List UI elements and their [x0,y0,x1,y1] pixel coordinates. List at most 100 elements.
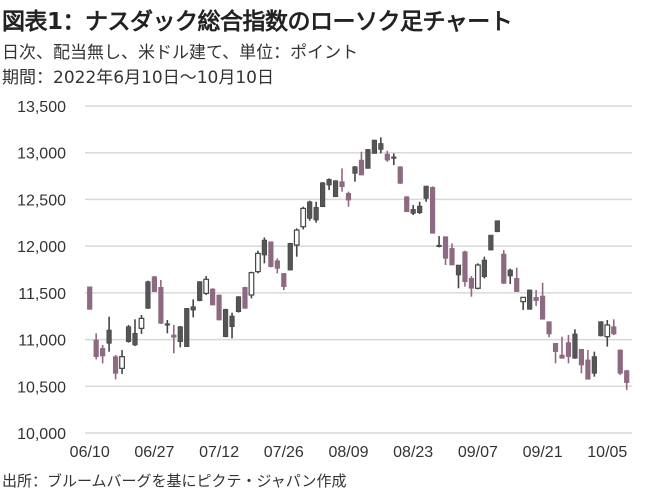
candle-body [423,185,429,199]
candle-body [229,315,235,327]
candle-body [591,356,597,374]
candle-body [520,296,527,303]
candle-body [158,287,164,324]
candle-body [462,251,468,283]
candle-body [617,349,623,374]
y-tick-label: 10,000 [17,426,66,443]
candle-body [404,196,410,213]
x-tick-label: 06/27 [134,444,174,461]
candle-body [417,205,423,213]
candle-body [300,207,307,228]
y-tick-label: 10,500 [17,379,66,396]
candle-body [326,179,332,186]
candle-body [624,370,630,383]
candle-body [598,321,604,337]
candle-body [242,287,248,309]
candle-body [93,339,99,357]
candle-body [203,278,210,294]
candle-body [132,333,138,346]
candle-body [585,359,591,380]
y-tick-label: 13,500 [17,99,66,116]
candle-body [197,281,203,302]
candle-body [527,289,533,310]
candle-body [216,294,222,321]
candle-body [481,259,487,277]
x-tick-label: 08/09 [328,444,368,461]
candle-body [604,324,611,338]
candle-body [455,264,462,276]
chart-subtitle: 日次、配当無し、米ドル建て、単位：ポイント [2,43,359,63]
x-tick-label: 06/10 [70,444,110,461]
candle-body [190,306,196,311]
candle-body [474,264,481,289]
candle-body [494,220,500,233]
candle-body [177,326,183,342]
candle-body [365,149,371,169]
candle-body [384,153,390,161]
candle-body [125,326,132,342]
y-tick-label: 12,000 [17,239,66,256]
candle-body [164,323,170,326]
x-tick-label: 10/05 [587,444,627,461]
candle-body [100,348,106,357]
candle-body [151,276,157,292]
x-tick-label: 07/12 [199,444,239,461]
candle-body [222,309,229,337]
candle-body [255,252,261,273]
candle-body [430,187,436,234]
candle-body [552,343,559,352]
candle-body [332,180,339,198]
x-tick-label: 08/23 [393,444,433,461]
candle-body [397,166,403,184]
candle-body [533,297,539,301]
candle-body [184,308,190,347]
candle-body [358,159,365,176]
candle-body [248,272,255,296]
candle-body [565,342,572,357]
candle-body [119,356,125,369]
candle-body [410,209,416,214]
candle-body [261,239,267,256]
candle-body [210,288,216,306]
candle-body [488,234,494,251]
candle-body [436,244,442,248]
candle-body [501,253,507,284]
candle-body [539,295,546,320]
x-tick-label: 07/26 [264,444,304,461]
y-tick-label: 11,500 [18,286,66,303]
candle-body [449,248,455,266]
source-note: 出所：ブルームバーグを基にピクテ・ジャパン作成 [2,472,347,490]
candle-body [112,356,119,374]
candle-body [378,143,384,150]
candle-body [559,354,565,359]
y-tick-label: 13,000 [17,146,66,163]
candle-body [507,269,513,277]
candle-body [293,229,300,246]
candle-body [268,241,274,267]
candle-body [138,317,145,329]
candle-body [235,296,242,313]
candle-body [572,333,578,359]
candle-body [307,201,313,219]
candle-body [87,286,93,310]
x-tick-label: 09/07 [458,444,498,461]
candle-body [578,348,585,366]
candle-body [274,260,280,269]
chart-title: 図表1：ナスダック総合指数のローソク足チャート [2,9,513,35]
candle-body [442,236,449,259]
candle-body [611,326,617,335]
candle-body [352,166,358,174]
candle-body [546,321,552,335]
y-tick-label: 12,500 [17,192,66,209]
candle-body [287,243,293,271]
y-tick-label: 11,000 [18,333,66,350]
candle-body [391,156,397,159]
candle-body [106,329,112,344]
candle-body [514,278,520,292]
candle-body [345,193,352,201]
candle-body [313,207,319,221]
x-tick-label: 09/21 [523,444,563,461]
candle-body [339,181,345,188]
candle-body [320,182,326,208]
